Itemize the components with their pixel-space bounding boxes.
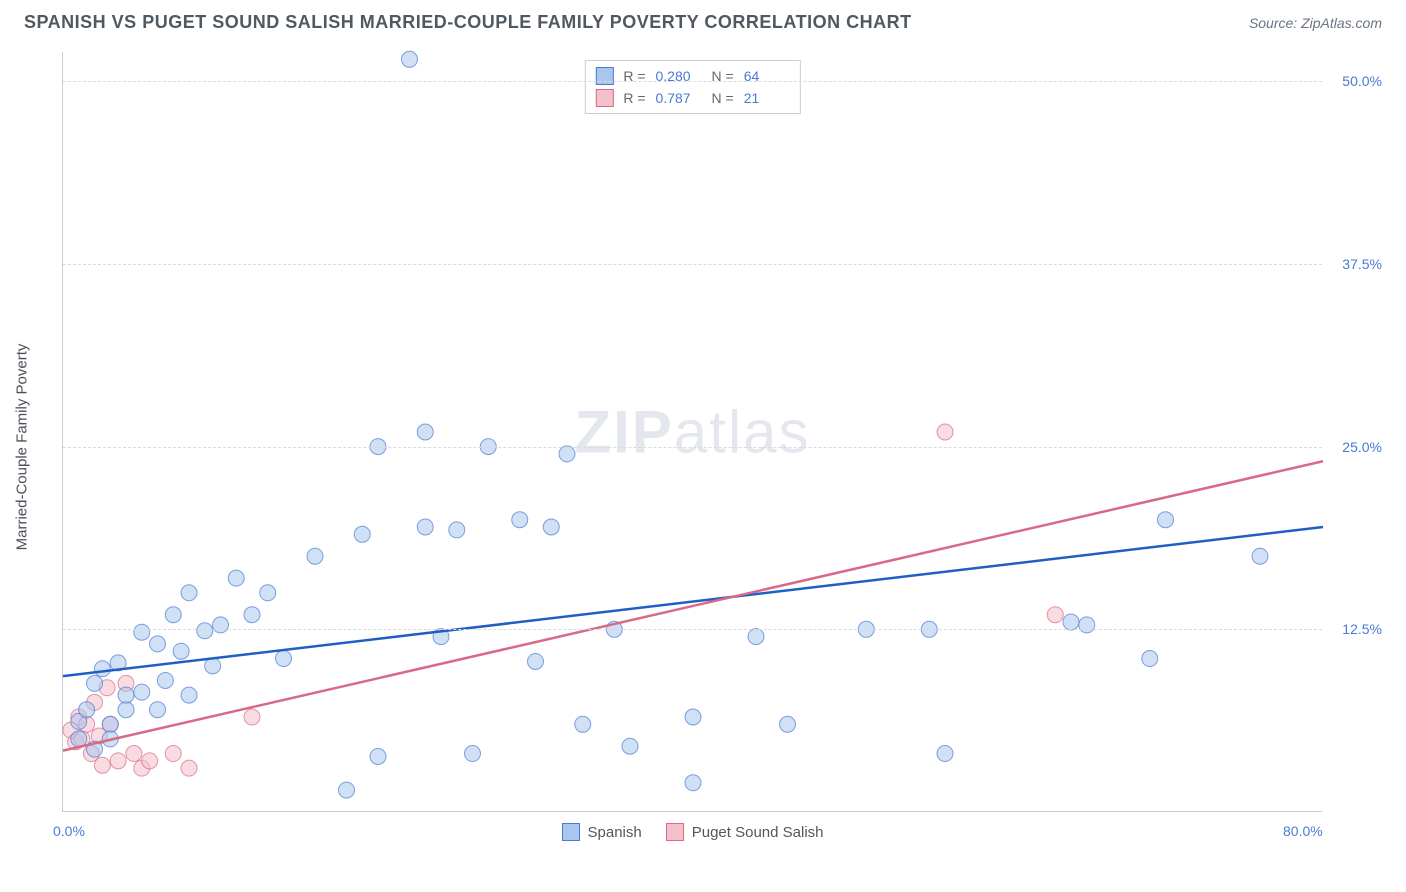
swatch-spanish — [562, 823, 580, 841]
legend-label-spanish: Spanish — [588, 824, 642, 841]
legend-item-salish: Puget Sound Salish — [666, 823, 824, 841]
x-tick-label: 80.0% — [1283, 823, 1323, 839]
legend-item-spanish: Spanish — [562, 823, 642, 841]
plot-area: ZIPatlas R = 0.280 N = 64 R = 0.787 N = … — [62, 52, 1322, 812]
chart-title: SPANISH VS PUGET SOUND SALISH MARRIED-CO… — [24, 12, 912, 33]
plot-svg — [63, 52, 1322, 811]
x-tick-label: 0.0% — [53, 823, 85, 839]
y-axis-label: Married-Couple Family Poverty — [14, 344, 31, 551]
y-tick-label: 12.5% — [1342, 621, 1382, 637]
source-attribution: Source: ZipAtlas.com — [1249, 15, 1382, 31]
swatch-salish — [666, 823, 684, 841]
y-tick-label: 25.0% — [1342, 439, 1382, 455]
y-tick-label: 50.0% — [1342, 73, 1382, 89]
series-legend: Spanish Puget Sound Salish — [562, 823, 824, 841]
chart-container: Married-Couple Family Poverty ZIPatlas R… — [50, 52, 1370, 842]
y-tick-label: 37.5% — [1342, 256, 1382, 272]
legend-label-salish: Puget Sound Salish — [692, 824, 824, 841]
